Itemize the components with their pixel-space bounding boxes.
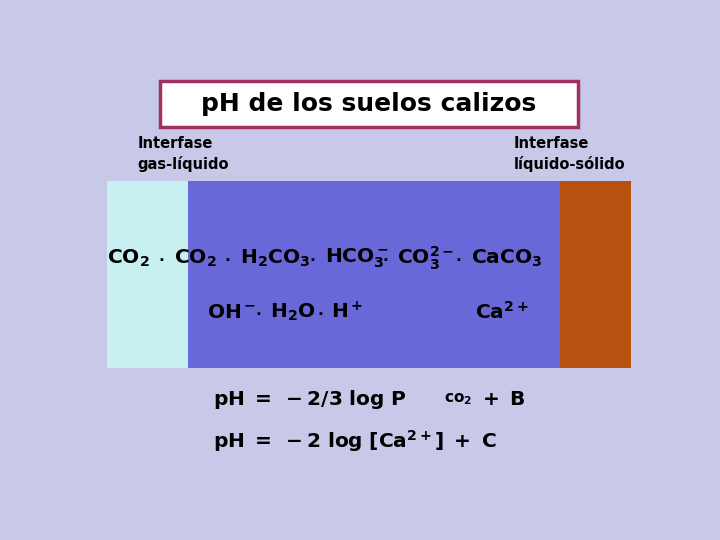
- Text: $\mathbf{pH\ =\ -2/3\ log\ P\ }$: $\mathbf{pH\ =\ -2/3\ log\ P\ }$: [213, 388, 406, 411]
- Text: $\mathbf{pH\ =\ -2\ log\ [Ca^{2+}]\ +\ C}$: $\mathbf{pH\ =\ -2\ log\ [Ca^{2+}]\ +\ C…: [213, 428, 497, 454]
- Text: $\mathbf{CO_2}$: $\mathbf{CO_2}$: [174, 247, 217, 269]
- Bar: [188, 181, 560, 368]
- Text: Interfase
gas-líquido: Interfase gas-líquido: [138, 136, 229, 172]
- Text: $\mathbf{co_2}$: $\mathbf{co_2}$: [444, 392, 472, 407]
- Text: $\mathbf{HCO_3^-}$: $\mathbf{HCO_3^-}$: [325, 246, 389, 270]
- Text: pH de los suelos calizos: pH de los suelos calizos: [202, 92, 536, 116]
- Bar: [107, 181, 188, 368]
- Text: $\mathbf{\bullet}$: $\mathbf{\bullet}$: [382, 251, 388, 266]
- Text: Interfase
líquido-sólido: Interfase líquido-sólido: [514, 136, 626, 172]
- Text: $\mathbf{OH^-}$: $\mathbf{OH^-}$: [207, 303, 256, 322]
- Text: $\mathbf{\bullet}$: $\mathbf{\bullet}$: [255, 305, 261, 320]
- Text: $\mathbf{\bullet}$: $\mathbf{\bullet}$: [224, 251, 230, 266]
- Bar: [560, 181, 631, 368]
- Text: $\mathbf{H_2CO_3}$: $\mathbf{H_2CO_3}$: [240, 247, 310, 269]
- Text: $\mathbf{CaCO_3}$: $\mathbf{CaCO_3}$: [471, 247, 542, 269]
- Text: $\mathbf{CO_3^{2-}}$: $\mathbf{CO_3^{2-}}$: [397, 245, 454, 272]
- FancyBboxPatch shape: [160, 82, 578, 127]
- Text: $\mathbf{\bullet}$: $\mathbf{\bullet}$: [456, 251, 462, 266]
- Text: $\mathbf{\bullet}$: $\mathbf{\bullet}$: [310, 251, 315, 266]
- Text: $\mathbf{\bullet}$: $\mathbf{\bullet}$: [158, 251, 164, 266]
- Text: $\mathbf{H_2O}$: $\mathbf{H_2O}$: [270, 301, 315, 323]
- Text: $\mathbf{H^+}$: $\mathbf{H^+}$: [331, 301, 363, 323]
- Text: $\mathbf{CO_2}$: $\mathbf{CO_2}$: [107, 247, 150, 269]
- Text: $\mathbf{\bullet}$: $\mathbf{\bullet}$: [317, 305, 323, 320]
- Text: $\mathbf{\ +\ B}$: $\mathbf{\ +\ B}$: [472, 390, 526, 409]
- Text: $\mathbf{Ca^{2+}}$: $\mathbf{Ca^{2+}}$: [475, 301, 528, 323]
